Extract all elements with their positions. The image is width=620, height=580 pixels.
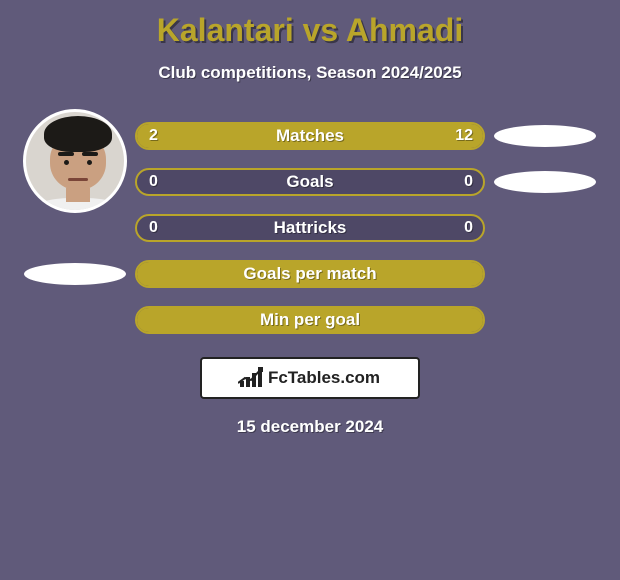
right-slot-2 — [485, 205, 605, 251]
stats-area: 2 Matches 12 0 Goals 0 — [0, 113, 620, 343]
right-slot-1 — [485, 159, 605, 205]
stat-label: Min per goal — [260, 310, 360, 330]
placeholder-oval — [494, 125, 596, 147]
bar-left-fill — [137, 124, 185, 148]
stat-label: Matches — [276, 126, 344, 146]
stat-label: Goals — [286, 172, 333, 192]
stat-value-left: 0 — [149, 173, 158, 191]
stat-bar-mpg: Min per goal — [135, 306, 485, 334]
logo-chart-icon — [240, 369, 262, 387]
stat-bar-goals: 0 Goals 0 — [135, 168, 485, 196]
left-slot-1 — [15, 159, 135, 205]
logo-box: FcTables.com — [200, 357, 420, 399]
stat-bar-matches: 2 Matches 12 — [135, 122, 485, 150]
stat-bar-hattricks: 0 Hattricks 0 — [135, 214, 485, 242]
stat-bar-gpm: Goals per match — [135, 260, 485, 288]
subtitle: Club competitions, Season 2024/2025 — [0, 63, 620, 83]
player-a-name: Kalantari — [157, 12, 294, 48]
left-slot-0 — [15, 113, 135, 159]
stat-value-right: 0 — [464, 173, 473, 191]
logo-text: FcTables.com — [268, 368, 380, 388]
stat-row-hattricks: 0 Hattricks 0 — [0, 205, 620, 251]
stat-value-right: 12 — [455, 127, 473, 145]
right-slot-4 — [485, 297, 605, 343]
stat-value-right: 0 — [464, 219, 473, 237]
date-text: 15 december 2024 — [0, 417, 620, 437]
right-slot-3 — [485, 251, 605, 297]
stat-row-mpg: Min per goal — [0, 297, 620, 343]
content: Kalantari vs Ahmadi Club competitions, S… — [0, 0, 620, 437]
placeholder-oval — [24, 263, 126, 285]
placeholder-oval — [494, 171, 596, 193]
left-slot-3 — [15, 251, 135, 297]
stat-row-goals: 0 Goals 0 — [0, 159, 620, 205]
vs-word: vs — [303, 12, 339, 48]
right-slot-0 — [485, 113, 605, 159]
page-title: Kalantari vs Ahmadi — [0, 12, 620, 49]
stat-row-matches: 2 Matches 12 — [0, 113, 620, 159]
stat-row-gpm: Goals per match — [0, 251, 620, 297]
stat-value-left: 2 — [149, 127, 158, 145]
stat-label: Goals per match — [243, 264, 376, 284]
player-b-name: Ahmadi — [346, 12, 463, 48]
left-slot-4 — [15, 297, 135, 343]
stat-value-left: 0 — [149, 219, 158, 237]
stat-label: Hattricks — [274, 218, 347, 238]
left-slot-2 — [15, 205, 135, 251]
